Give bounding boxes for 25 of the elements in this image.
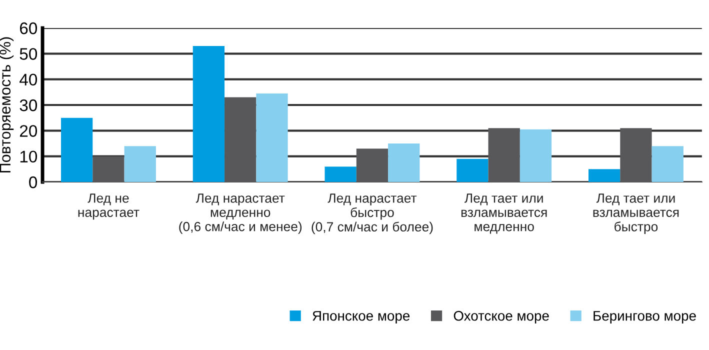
bar xyxy=(520,129,552,182)
bar xyxy=(456,158,488,182)
legend-label: Охотское море xyxy=(454,310,549,324)
y-tick-label: 0 xyxy=(29,176,38,188)
x-tick-label: Лед тает или взламывается медленно xyxy=(461,194,547,234)
y-tick-label: 20 xyxy=(20,125,38,137)
bar xyxy=(324,166,356,182)
bar xyxy=(256,93,288,182)
x-tick-label: Лед не нарастает xyxy=(78,194,140,220)
bar xyxy=(192,46,225,182)
x-tick-label: Лед тает или взламывается быстро xyxy=(593,194,679,234)
bar xyxy=(388,144,420,182)
y-tick-label: 60 xyxy=(20,22,38,34)
bar xyxy=(61,118,93,182)
bar xyxy=(588,169,620,182)
y-tick-label: 10 xyxy=(20,150,38,163)
x-tick-label: Лед нарастает медленно (0,6 см/час и менее) xyxy=(179,194,302,234)
legend-label: Берингово море xyxy=(594,311,696,324)
y-tick-label: 40 xyxy=(20,74,38,86)
x-tick-label: Лед нарастает быстро (0,7 см/час и более) xyxy=(312,194,433,234)
bar xyxy=(124,146,156,182)
legend-label: Японское море xyxy=(312,311,410,324)
y-tick-label: 50 xyxy=(20,48,38,60)
bar xyxy=(652,146,684,182)
y-tick-label: 30 xyxy=(20,99,38,112)
